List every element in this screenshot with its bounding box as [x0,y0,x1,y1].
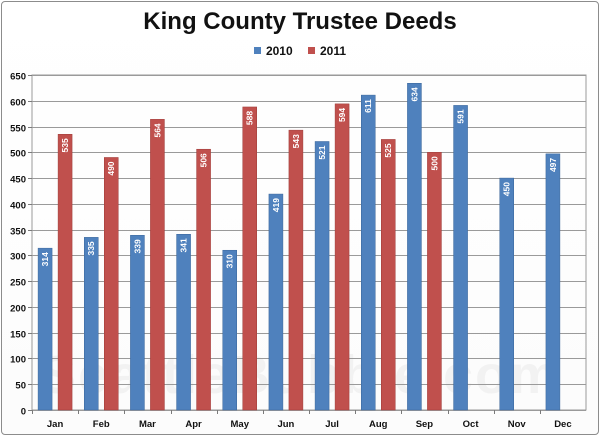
y-tick-label-550: 550 [10,124,26,135]
y-tick-label-450: 450 [10,175,26,186]
legend-swatch-2011 [308,47,315,54]
bar-2011-jun [288,129,304,411]
chart-title: King County Trustee Deeds [143,8,457,35]
data-label-2011-jun: 543 [291,134,301,148]
bar-2011-apr [196,148,211,411]
y-axis: 0 50 100 150 200 250 300 350 400 450 500 550 600 650 [10,72,32,418]
bar-2011-jul [334,103,350,411]
bar-2011-feb [104,157,119,411]
y-tick-label-500: 500 [10,149,26,160]
x-tick-label-aug: Aug [369,419,388,430]
bar-2010-jun [268,193,284,411]
bar-2010-jan [37,247,53,411]
x-tick-label-jun: Jun [277,419,294,430]
y-tick-label-350: 350 [10,227,26,238]
bar-2010-aug [361,94,376,411]
legend-label-2010: 2010 [265,44,293,58]
data-label-2010-jun: 419 [271,198,281,212]
y-tick-label-200: 200 [10,304,26,315]
x-tick-label-apr: Apr [185,419,202,430]
data-label-2011-mar: 564 [152,123,162,137]
data-label-2010-aug: 611 [363,99,373,113]
x-tick-label-mar: Mar [139,419,156,430]
data-label-2010-oct: 591 [456,109,466,123]
data-label-2010-sep: 634 [409,87,419,101]
y-tick-label-600: 600 [10,98,26,109]
x-tick-label-nov: Nov [508,419,527,430]
legend-item-2010: 2010 [253,44,293,58]
bar-2010-oct [453,105,468,411]
gridlines [31,74,587,411]
x-tick-label-jan: Jan [47,419,64,430]
legend-item-2011: 2011 [308,44,346,58]
bar-2011-jan [57,134,73,411]
data-label-2011-feb: 490 [106,161,116,175]
data-label-2011-jan: 535 [60,138,70,152]
y-tick-label-150: 150 [10,330,26,341]
y-tick-label-250: 250 [10,278,26,289]
bar-2010-may [222,249,237,411]
x-tick-label-oct: Oct [463,419,480,430]
bar-2010-dec [545,153,561,411]
y-tick-label-650: 650 [10,72,26,83]
data-label-2011-aug: 525 [383,143,393,157]
bar-2010-jul [314,141,330,411]
x-tick-label-dec: Dec [554,419,571,430]
bar-2011-may [242,106,257,411]
legend-swatch-2010 [253,47,261,54]
bar-2010-feb [84,237,99,411]
data-label-2010-dec: 497 [548,158,558,172]
bar-2011-sep [427,152,442,411]
y-tick-label-0: 0 [21,407,26,418]
data-label-2011-may: 588 [245,111,255,125]
legend-label-2011: 2011 [320,44,347,58]
data-label-2010-nov: 450 [502,182,512,196]
x-tick-label-may: May [231,419,250,430]
bar-2010-nov [499,177,514,411]
y-tick-label-100: 100 [10,355,26,366]
data-label-2010-may: 310 [225,254,235,268]
bar-2010-apr [176,234,191,411]
x-tick-label-sep: Sep [416,419,434,430]
y-tick-label-300: 300 [10,252,26,263]
bars: 314 535 335 490 339 564 341 506 310 588 419 543 521 5… [37,82,561,411]
data-label-2010-jan: 314 [40,252,50,266]
data-label-2010-jul: 521 [317,145,327,159]
data-label-2010-feb: 335 [86,241,96,255]
x-axis: Jan Feb Mar Apr May Jun Jul Aug Sep Oct Nov Dec [32,410,572,430]
x-tick-label-jul: Jul [325,419,339,430]
x-tick-label-feb: Feb [93,419,110,430]
bar-2010-sep [407,82,422,411]
bar-2011-aug [381,139,396,411]
y-tick-label-400: 400 [10,201,26,212]
chart-legend: 2010 2011 [0,44,600,58]
data-label-2011-jul: 594 [337,108,347,122]
bar-2011-mar [150,119,165,411]
y-tick-label-50: 50 [15,381,26,392]
data-label-2010-apr: 341 [179,238,189,252]
data-label-2011-sep: 500 [429,156,439,170]
bar-2010-mar [130,235,145,411]
data-label-2010-mar: 339 [132,239,142,253]
data-label-2011-apr: 506 [199,153,209,167]
